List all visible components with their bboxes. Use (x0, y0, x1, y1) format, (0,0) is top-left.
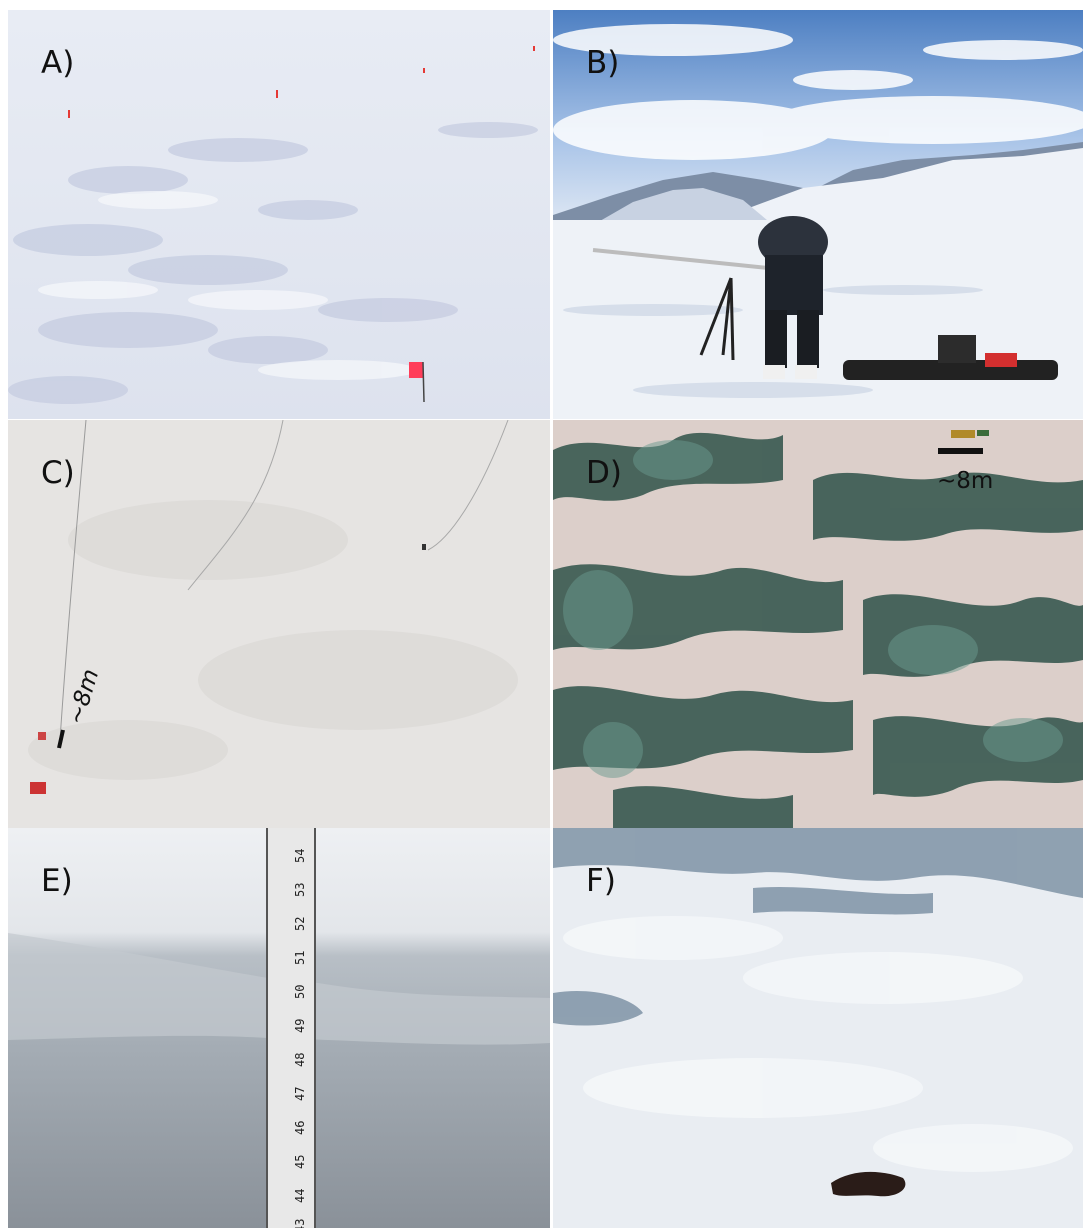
dark-object (831, 1171, 906, 1197)
instrument-boom (592, 248, 769, 361)
panel-a-image (8, 10, 550, 419)
ruler-mark: 52 (293, 916, 307, 931)
scale-label-d: ~8m (937, 468, 994, 494)
sled (843, 335, 1058, 380)
measuring-ruler: 54 53 52 51 50 49 48 47 46 45 44 43 (266, 828, 316, 1228)
panel-e-label: E) (41, 863, 73, 899)
panel-c-label: C) (41, 455, 75, 491)
photo-grid: A) (8, 10, 1083, 1228)
panel-d-image (553, 420, 1083, 828)
ruler-mark: 43 (293, 1218, 307, 1228)
panel-e-snow-pit: 54 53 52 51 50 49 48 47 46 45 44 43 E) (8, 828, 550, 1228)
ruler-mark: 51 (293, 950, 307, 965)
panel-a-snow-dunes: A) (8, 10, 550, 419)
ruler-mark: 54 (293, 848, 307, 863)
panel-b-image (553, 10, 1083, 419)
ruler-mark: 50 (293, 984, 307, 999)
panel-d-melt-ponds: D) ~8m (553, 420, 1083, 828)
ruler-mark: 49 (293, 1018, 307, 1033)
panel-b-label: B) (586, 45, 620, 81)
scale-bar-c (57, 729, 65, 749)
panel-b-field-measurement: B) (553, 10, 1083, 419)
panel-d-label: D) (586, 455, 622, 491)
ruler-mark: 44 (293, 1188, 307, 1203)
panel-f-granular-snow: F) (553, 828, 1083, 1228)
panel-a-label: A) (41, 45, 75, 81)
panel-c-image (8, 420, 550, 828)
survey-flags (68, 46, 535, 403)
person (758, 216, 828, 379)
ruler-mark: 47 (293, 1086, 307, 1101)
ruler-mark: 48 (293, 1052, 307, 1067)
panel-c-aerial-ice: C) ~8m (8, 420, 550, 828)
panel-f-label: F) (586, 863, 616, 899)
ruler-mark: 53 (293, 882, 307, 897)
ruler-mark: 45 (293, 1154, 307, 1169)
ruler-mark: 46 (293, 1120, 307, 1135)
panel-f-image (553, 828, 1083, 1228)
